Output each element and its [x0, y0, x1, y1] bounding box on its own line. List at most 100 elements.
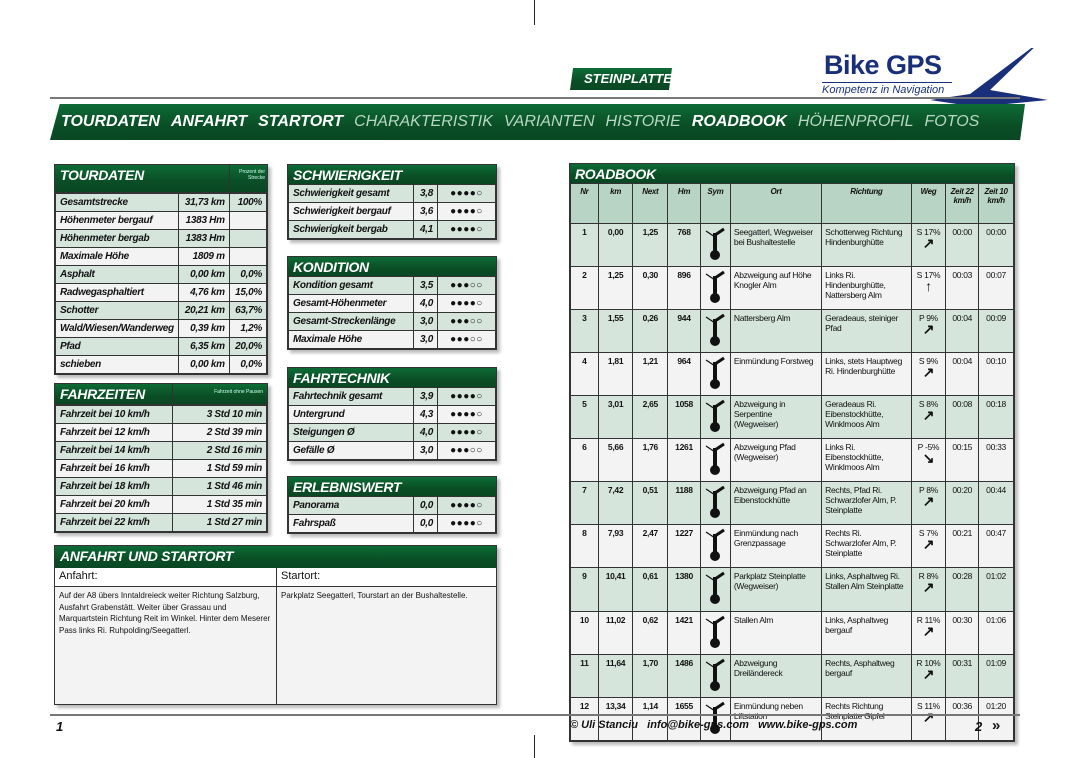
erlebniswert-value: 0,0: [413, 496, 438, 515]
fahrzeiten-cell: 1 Std 46 min: [172, 477, 267, 496]
roadbook-time: 00:21: [945, 524, 980, 568]
roadbook-hm: 1655: [667, 697, 701, 741]
direction-arrow-icon: ↗: [922, 321, 935, 337]
fahrtechnik-title: FAHRTECHNIK: [288, 368, 496, 387]
roadbook-time: 00:04: [945, 309, 980, 353]
anfahrt-panel: ANFAHRT UND STARTORT Anfahrt: Auf der A8…: [54, 545, 497, 705]
table-row: Höhenmeter bergab 1383 Hm: [55, 229, 268, 248]
nav-tab-varianten[interactable]: VARIANTEN: [503, 113, 595, 130]
roadbook-next: 2,47: [632, 524, 669, 568]
rating-dots-icon: ●●●●○: [437, 220, 496, 239]
weg-grade: P 9%: [918, 313, 938, 323]
tourdaten-cell: 0,0%: [228, 355, 268, 374]
rating-dots-icon: ●●●●○: [437, 514, 496, 533]
table-row: Wald/Wiesen/Wanderweg 0,39 km 1,2%: [55, 319, 268, 338]
fahrtechnik-value: 3,9: [413, 387, 438, 406]
roadbook-weg: S 17% ↑: [910, 266, 947, 310]
bike-gps-logo: Bike GPS Kompetenz in Navigation: [820, 48, 1050, 138]
double-chevron-right-icon[interactable]: »: [992, 717, 1001, 734]
roadbook-row: 4 1,81 1,21 964 Einmündung Forstweg Links, st…: [570, 352, 1014, 396]
fahrzeiten-panel: FAHRZEITEN Fahrzeit ohne Pausen Fahrzeit…: [54, 383, 268, 533]
nav-tab-startort[interactable]: STARTORT: [258, 113, 344, 130]
schwierigkeit-title: SCHWIERIGKEIT: [288, 165, 496, 184]
weg-grade: P 8%: [918, 485, 938, 495]
column-header: Zeit 10 km/h: [978, 183, 1014, 224]
roadbook-nr: 7: [570, 481, 599, 525]
roadbook-richtung: Rechts Richtung Steinplatte Gipfel: [821, 697, 912, 741]
junction-symbol-icon: [699, 481, 731, 525]
junction-symbol-icon: [699, 524, 731, 568]
roadbook-km: 13,34: [597, 697, 634, 741]
table-row: Steigungen Ø 4,0 ●●●●○: [288, 423, 496, 442]
footer-divider: [50, 714, 1020, 716]
schwierigkeit-value: 3,6: [413, 202, 438, 221]
roadbook-nr: 11: [570, 654, 599, 698]
table-row: Gesamt-Höhenmeter 4,0 ●●●●○: [288, 294, 496, 313]
anfahrt-label: Anfahrt:: [55, 568, 276, 587]
column-header: Sym: [699, 183, 731, 224]
junction-symbol-icon: [699, 309, 731, 353]
roadbook-next: 1,25: [632, 223, 669, 267]
roadbook-nr: 4: [570, 352, 599, 396]
table-row: Fahrzeit bei 20 km/h 1 Std 35 min: [55, 495, 267, 514]
roadbook-row: 7 7,42 0,51 1188 Abzweigung Pfad an Eibensto…: [570, 481, 1014, 525]
tourdaten-cell: 0,00 km: [177, 355, 230, 374]
roadbook-time: 00:09: [978, 309, 1014, 353]
roadbook-next: 0,51: [632, 481, 669, 525]
table-row: Radwegasphaltiert 4,76 km 15,0%: [55, 283, 268, 302]
roadbook-hm: 768: [667, 223, 701, 267]
roadbook-time: 00:47: [978, 524, 1014, 568]
nav-tab-historie[interactable]: HISTORIE: [605, 113, 681, 130]
roadbook-time: 00:10: [978, 352, 1014, 396]
nav-tab-höhenprofil[interactable]: HÖHENPROFIL: [797, 113, 914, 130]
kondition-value: 3,0: [413, 312, 438, 331]
junction-symbol-icon: [699, 438, 731, 482]
roadbook-richtung: Links, Asphaltweg Ri. Stallen Alm Steinp…: [821, 567, 912, 612]
fahrzeiten-cell: Fahrzeit bei 16 km/h: [55, 459, 173, 478]
tourdaten-cell: Asphalt: [55, 265, 179, 284]
roadbook-ort: Nattersberg Alm: [729, 309, 823, 353]
weg-grade: S 8%: [918, 399, 938, 409]
logo-tagline: Kompetenz in Navigation: [822, 82, 952, 96]
fahrzeiten-cell: Fahrzeit bei 18 km/h: [55, 477, 173, 496]
direction-arrow-icon: ↗: [922, 623, 935, 639]
erlebniswert-panel: ERLEBNISWERT Panorama 0,0 ●●●●○ Fahrspaß 0,0 ●…: [287, 476, 497, 534]
roadbook-ort: Abzweigung Pfad an Eibenstockhütte: [729, 481, 823, 525]
roadbook-hm: 944: [667, 309, 701, 353]
fahrzeiten-cell: Fahrzeit bei 22 km/h: [55, 513, 173, 532]
roadbook-time: 00:04: [945, 352, 980, 396]
direction-arrow-icon: ↗: [922, 235, 935, 251]
nav-tab-charakteristik[interactable]: CHARAKTERISTIK: [354, 113, 493, 130]
header-divider: [50, 97, 1020, 99]
roadbook-next: 2,65: [632, 395, 669, 439]
table-row: Schwierigkeit bergab 4,1 ●●●●○: [288, 220, 496, 239]
table-row: Gesamt-Streckenlänge 3,0 ●●●○○: [288, 312, 496, 331]
roadbook-nr: 6: [570, 438, 599, 482]
weg-grade: R 10%: [916, 658, 941, 668]
table-row: Kondition gesamt 3,5 ●●●○○: [288, 276, 496, 295]
roadbook-hm: 1227: [667, 524, 701, 568]
tourdaten-cell: 6,35 km: [177, 337, 230, 356]
roadbook-weg: P 8% ↗: [910, 481, 947, 525]
roadbook-km: 7,42: [597, 481, 634, 525]
nav-tab-roadbook[interactable]: ROADBOOK: [691, 113, 787, 130]
roadbook-ort: Abzweigung auf Höhe Knogler Alm: [729, 266, 823, 310]
tourdaten-cell: [228, 211, 268, 230]
direction-arrow-icon: ↗: [922, 364, 935, 380]
roadbook-hm: 964: [667, 352, 701, 396]
nav-tab-tourdaten[interactable]: TOURDATEN: [61, 113, 160, 130]
table-row: Untergrund 4,3 ●●●●○: [288, 405, 496, 424]
roadbook-hm: 1261: [667, 438, 701, 482]
roadbook-nr: 8: [570, 524, 599, 568]
roadbook-title: ROADBOOK: [570, 164, 1014, 183]
table-row: Maximale Höhe 1809 m: [55, 247, 268, 266]
roadbook-time: 00:03: [945, 266, 980, 310]
fahrtechnik-value: 4,0: [413, 423, 438, 442]
nav-tab-fotos[interactable]: FOTOS: [924, 113, 980, 130]
direction-arrow-icon: ↘: [922, 450, 935, 466]
kondition-title: KONDITION: [288, 257, 496, 276]
table-row: Pfad 6,35 km 20,0%: [55, 337, 268, 356]
tourdaten-cell: 20,0%: [228, 337, 268, 356]
roadbook-weg: S 11% ↗: [910, 697, 947, 741]
nav-tab-anfahrt[interactable]: ANFAHRT: [170, 113, 248, 130]
